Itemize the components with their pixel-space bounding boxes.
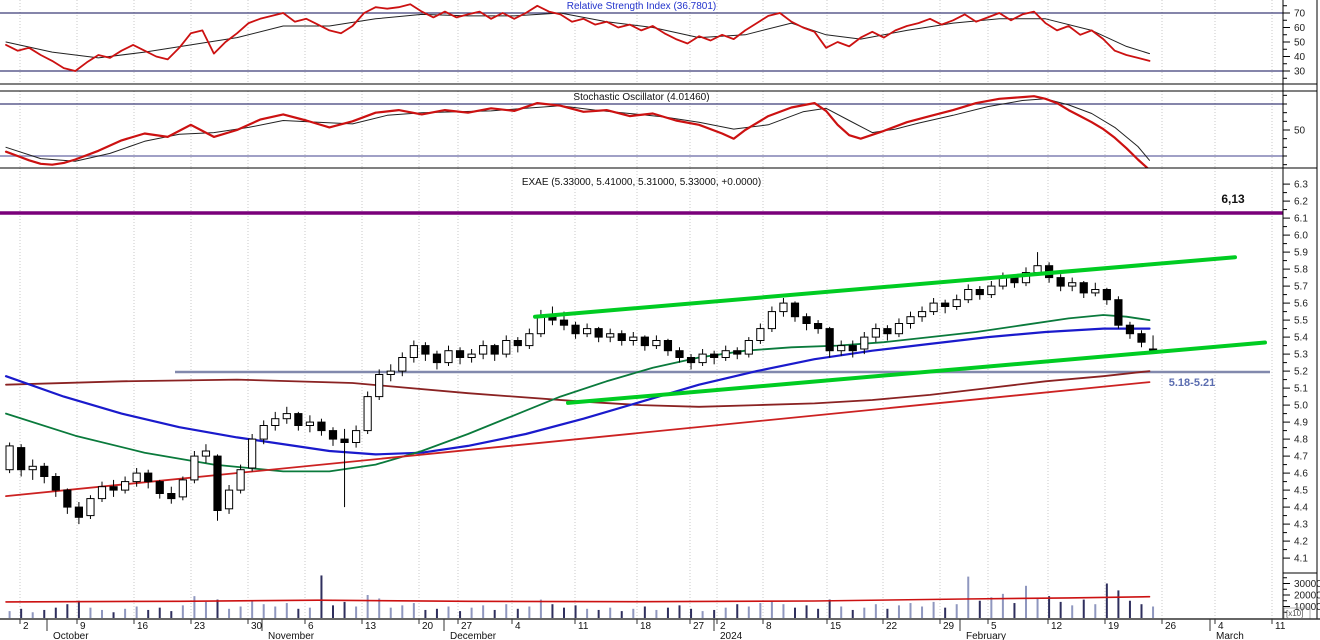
svg-text:2: 2 (23, 621, 29, 632)
price-pane-title: EXAE (5.33000, 5.41000, 5.31000, 5.33000… (521, 177, 762, 188)
svg-text:19: 19 (1108, 621, 1120, 632)
svg-text:12: 12 (1051, 621, 1063, 632)
svg-text:November: November (268, 631, 315, 640)
svg-text:5.6: 5.6 (1294, 299, 1308, 310)
svg-text:9: 9 (80, 621, 86, 632)
resistance-level-label: 6,13 (1221, 192, 1245, 206)
svg-text:20000: 20000 (1294, 591, 1320, 602)
right-axis: 70 60 50 40 30 50 4.1 4.2 4.3 4.4 4.5 4.6 4.7 4.8 4.9 5… (1283, 5, 1320, 620)
svg-text:February: February (966, 631, 1006, 640)
support-zone-label: 5.18-5.21 (1168, 377, 1216, 389)
svg-text:6.1: 6.1 (1294, 214, 1308, 225)
svg-text:5.8: 5.8 (1294, 265, 1308, 276)
volume-pane (5, 575, 1155, 618)
svg-text:5.0: 5.0 (1294, 401, 1308, 412)
svg-text:30: 30 (1294, 67, 1306, 78)
price-pane (0, 211, 1283, 498)
svg-text:6.0: 6.0 (1294, 231, 1308, 242)
svg-text:2024: 2024 (720, 631, 743, 640)
svg-text:50: 50 (1294, 38, 1306, 49)
svg-text:23: 23 (194, 621, 206, 632)
pane-borders (0, 0, 1318, 619)
svg-text:70: 70 (1294, 9, 1306, 20)
svg-text:6: 6 (308, 621, 314, 632)
svg-text:20: 20 (422, 621, 434, 632)
svg-text:5.1: 5.1 (1294, 384, 1308, 395)
svg-text:15: 15 (830, 621, 842, 632)
svg-text:4.4: 4.4 (1294, 503, 1308, 514)
svg-text:October: October (53, 631, 89, 640)
svg-text:5.3: 5.3 (1294, 350, 1308, 361)
svg-text:5: 5 (991, 621, 997, 632)
rsi-pane-title: Relative Strength Index (36.7801) (566, 1, 717, 12)
svg-text:4: 4 (1218, 621, 1224, 632)
svg-text:December: December (450, 631, 497, 640)
svg-text:4: 4 (515, 621, 521, 632)
candlesticks (5, 252, 1158, 525)
svg-text:22: 22 (886, 621, 898, 632)
svg-text:50: 50 (1294, 126, 1306, 137)
svg-text:27: 27 (693, 621, 705, 632)
svg-text:26: 26 (1165, 621, 1177, 632)
svg-text:6.2: 6.2 (1294, 197, 1308, 208)
rsi-pane (0, 3, 1283, 72)
trend-channel (533, 255, 1267, 405)
svg-text:4.5: 4.5 (1294, 486, 1308, 497)
svg-text:4.8: 4.8 (1294, 435, 1308, 446)
svg-text:2: 2 (720, 621, 726, 632)
svg-text:30: 30 (251, 621, 263, 632)
svg-text:[x10]: [x10] (1286, 609, 1303, 618)
svg-text:10000: 10000 (1294, 602, 1320, 613)
svg-text:6.3: 6.3 (1294, 180, 1308, 191)
svg-text:13: 13 (365, 621, 377, 632)
stochastic-pane (0, 95, 1283, 168)
svg-text:40: 40 (1294, 52, 1306, 63)
svg-text:March: March (1216, 631, 1244, 640)
svg-text:11: 11 (578, 621, 589, 632)
svg-text:16: 16 (137, 621, 149, 632)
svg-text:5.2: 5.2 (1294, 367, 1308, 378)
svg-text:4.6: 4.6 (1294, 469, 1308, 480)
svg-text:8: 8 (766, 621, 772, 632)
stochastic-pane-title: Stochastic Oscillator (4.01460) (573, 92, 710, 103)
svg-text:5.4: 5.4 (1294, 333, 1308, 344)
svg-text:18: 18 (640, 621, 652, 632)
svg-text:4.1: 4.1 (1294, 554, 1308, 565)
svg-text:5.7: 5.7 (1294, 282, 1308, 293)
svg-text:29: 29 (943, 621, 955, 632)
svg-text:5.9: 5.9 (1294, 248, 1308, 259)
svg-text:11: 11 (1275, 621, 1286, 632)
svg-text:5.5: 5.5 (1294, 316, 1308, 327)
date-axis: 2 9 16 23 30 6 13 20 27 4 11 18 27 2 8 15 22 29 5 12 19 26 4 11… (0, 618, 1320, 640)
svg-text:4.3: 4.3 (1294, 520, 1308, 531)
svg-text:27: 27 (461, 621, 473, 632)
svg-text:30000: 30000 (1294, 579, 1320, 590)
svg-text:4.9: 4.9 (1294, 418, 1308, 429)
svg-text:4.2: 4.2 (1294, 537, 1308, 548)
svg-text:4.7: 4.7 (1294, 452, 1308, 463)
svg-text:60: 60 (1294, 23, 1306, 34)
